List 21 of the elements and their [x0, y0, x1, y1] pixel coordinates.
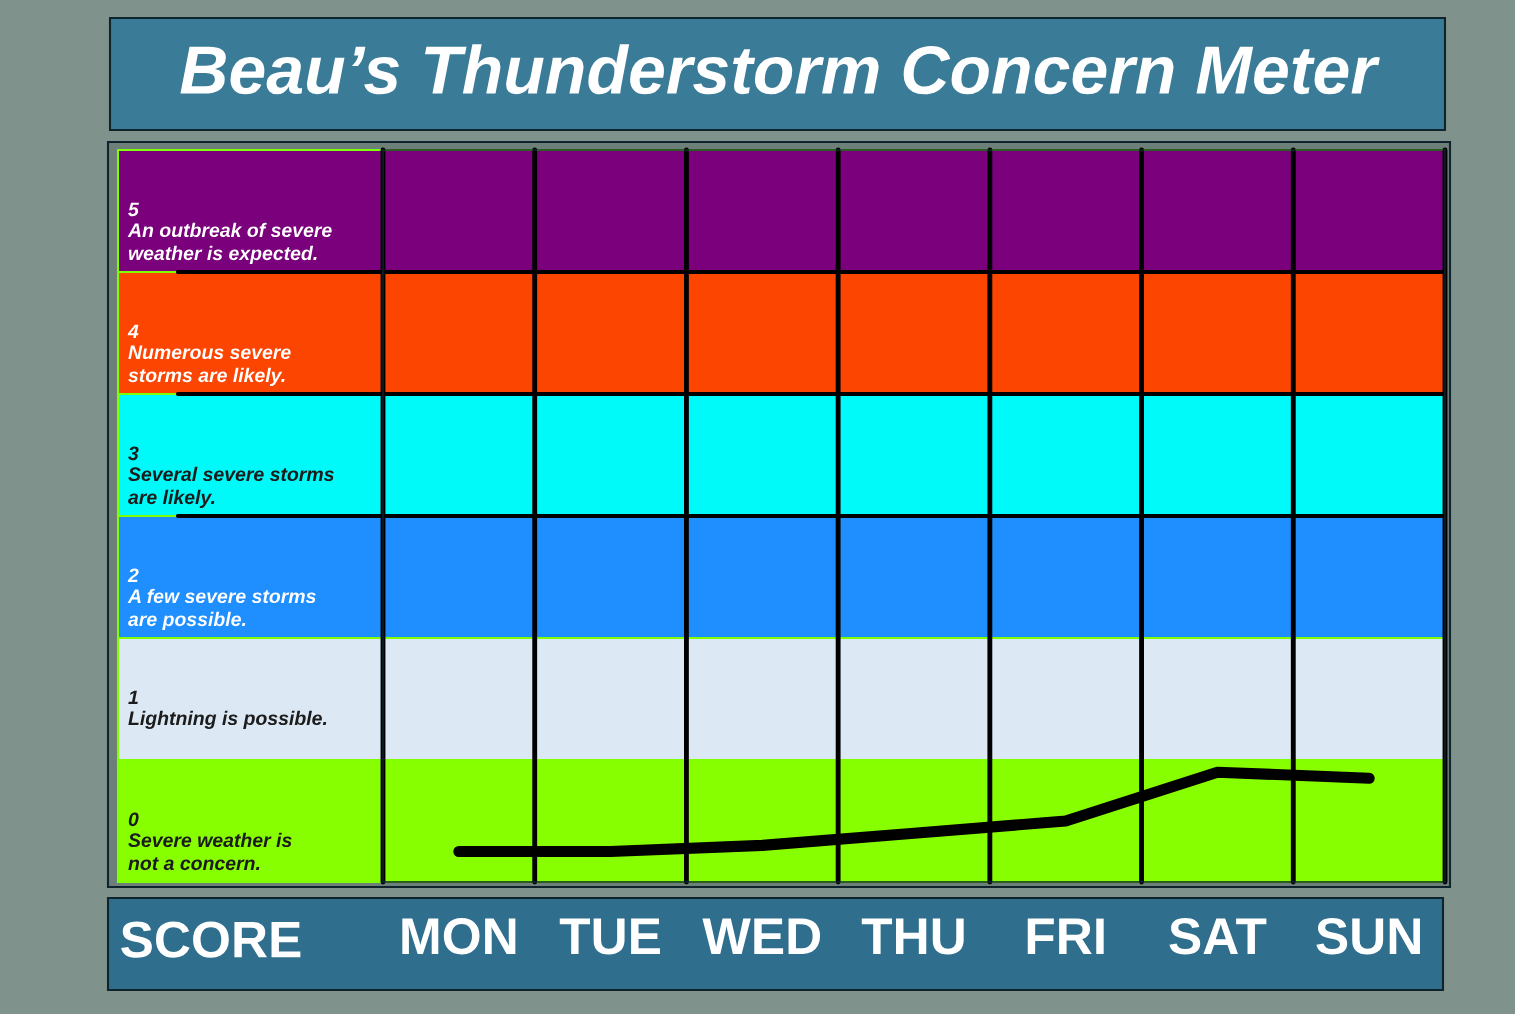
band-label: Several severe storms are likely.	[128, 466, 334, 508]
y-axis-title: SCORE	[121, 921, 301, 958]
y-tick-label: 0	[128, 812, 139, 827]
band-label: An outbreak of severe weather is expected.	[127, 222, 332, 264]
band-label: Lightning is possible.	[128, 710, 327, 729]
x-tick-label: TUE	[559, 918, 660, 955]
band-label: Numerous severe storms are likely.	[128, 345, 291, 386]
y-tick-label: 3	[128, 446, 139, 461]
x-tick-label: WED	[702, 918, 821, 954]
x-tick-label: SAT	[1169, 918, 1267, 955]
x-tick-label: THU	[861, 918, 964, 955]
y-tick-label: 4	[127, 324, 139, 339]
x-tick-label: MON	[402, 918, 516, 955]
band-label: Severe weather is not a concern.	[128, 832, 292, 871]
y-tick-label: 1	[128, 690, 138, 705]
x-tick-label: FRI	[1027, 918, 1104, 954]
x-tick-label: SUN	[1316, 918, 1420, 955]
y-tick-label: 2	[127, 568, 139, 583]
y-tick-label: 5	[128, 202, 140, 217]
chart-title: Beau’s Thunderstorm Concern Meter	[180, 44, 1380, 95]
band-label: A few severe storms are possible.	[127, 588, 316, 630]
